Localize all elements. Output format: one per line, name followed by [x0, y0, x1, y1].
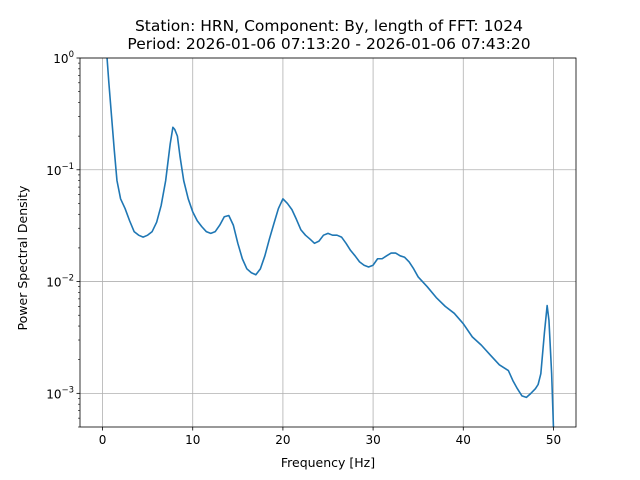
y-tick-label-2: 10−1	[46, 162, 74, 178]
y-tick-label-3: 100	[53, 50, 74, 66]
y-axis-label: Power Spectral Density	[15, 185, 30, 330]
x-axis-label: Frequency [Hz]	[281, 455, 375, 470]
x-tick-label-2: 20	[275, 433, 290, 447]
x-tick-label-1: 10	[185, 433, 200, 447]
x-tick-label-0: 0	[99, 433, 107, 447]
x-tick-label-5: 50	[546, 433, 561, 447]
series-line-0	[106, 58, 555, 427]
series-layer	[106, 58, 555, 427]
x-tick-label-3: 30	[365, 433, 380, 447]
y-tick-label-0: 10−3	[46, 385, 74, 401]
chart-title-line-1: Station: HRN, Component: By, length of F…	[135, 17, 523, 35]
ticks: 0 10 20 30 40 50 10−3 10−2 10−1 100	[46, 50, 561, 447]
x-tick-label-4: 40	[456, 433, 471, 447]
plot-frame	[79, 57, 577, 428]
chart-title-line-2: Period: 2026-01-06 07:13:20 - 2026-01-06…	[127, 35, 530, 53]
y-tick-label-1: 10−2	[46, 274, 74, 290]
